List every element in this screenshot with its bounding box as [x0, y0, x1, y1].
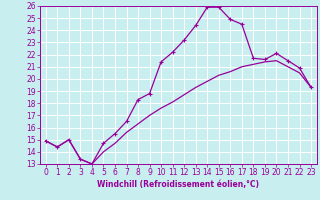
X-axis label: Windchill (Refroidissement éolien,°C): Windchill (Refroidissement éolien,°C): [97, 180, 260, 189]
